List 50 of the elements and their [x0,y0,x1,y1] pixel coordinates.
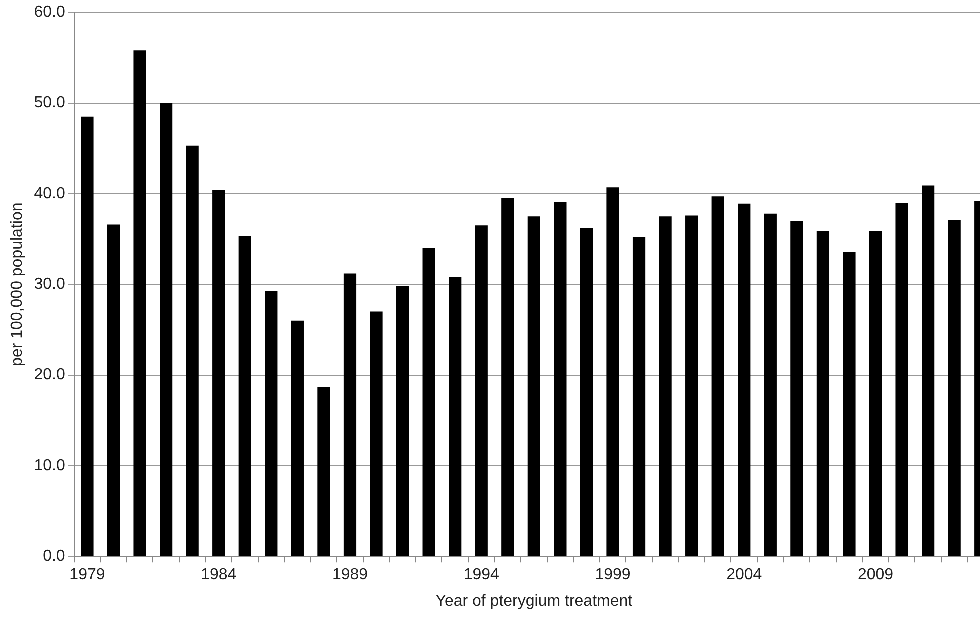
x-tick-label: 1989 [332,566,368,584]
bar [81,116,94,556]
bar [502,198,514,556]
x-tick-label: 1999 [595,566,631,584]
bar [186,146,199,556]
bar [107,224,120,556]
bar [238,236,252,556]
bar [554,202,567,556]
bar [370,312,383,556]
bar [869,231,882,556]
bar [816,231,830,556]
x-tick-label: 2009 [858,566,894,584]
x-tick-label: 2004 [726,566,762,584]
bar [764,214,777,556]
bar [318,387,330,556]
bar [344,274,357,556]
bar [948,220,961,556]
bar [659,216,672,556]
x-tick-label: 1994 [464,566,500,584]
bar [212,190,226,556]
bar [396,286,410,556]
y-tick-label: 40.0 [34,185,66,202]
y-tick-label: 60.0 [34,4,66,22]
x-tick-label: 1979 [70,566,106,584]
bar [738,204,751,556]
bar [449,277,462,556]
bar [528,216,540,556]
bar [632,237,646,556]
y-tick-label: 10.0 [34,457,66,474]
bar [790,221,804,556]
bar [134,50,146,556]
y-tick-label: 20.0 [34,366,66,384]
bar [686,216,698,556]
y-axis-title: per 100,000 population [9,202,26,366]
bar [475,226,488,556]
y-tick-label: 50.0 [34,94,66,112]
bar [265,290,278,556]
bar [712,196,724,556]
y-tick-label: 30.0 [34,276,66,294]
bar [291,320,304,556]
bar [922,186,935,556]
bar [606,188,620,556]
bar [160,103,173,556]
bar [580,228,594,556]
y-tick-label: 0.0 [43,548,66,566]
bar [843,252,856,556]
bar [422,248,436,556]
x-tick-label: 1984 [201,566,237,584]
bar [896,203,908,556]
x-axis-title: Year of pterygium treatment [436,592,634,610]
